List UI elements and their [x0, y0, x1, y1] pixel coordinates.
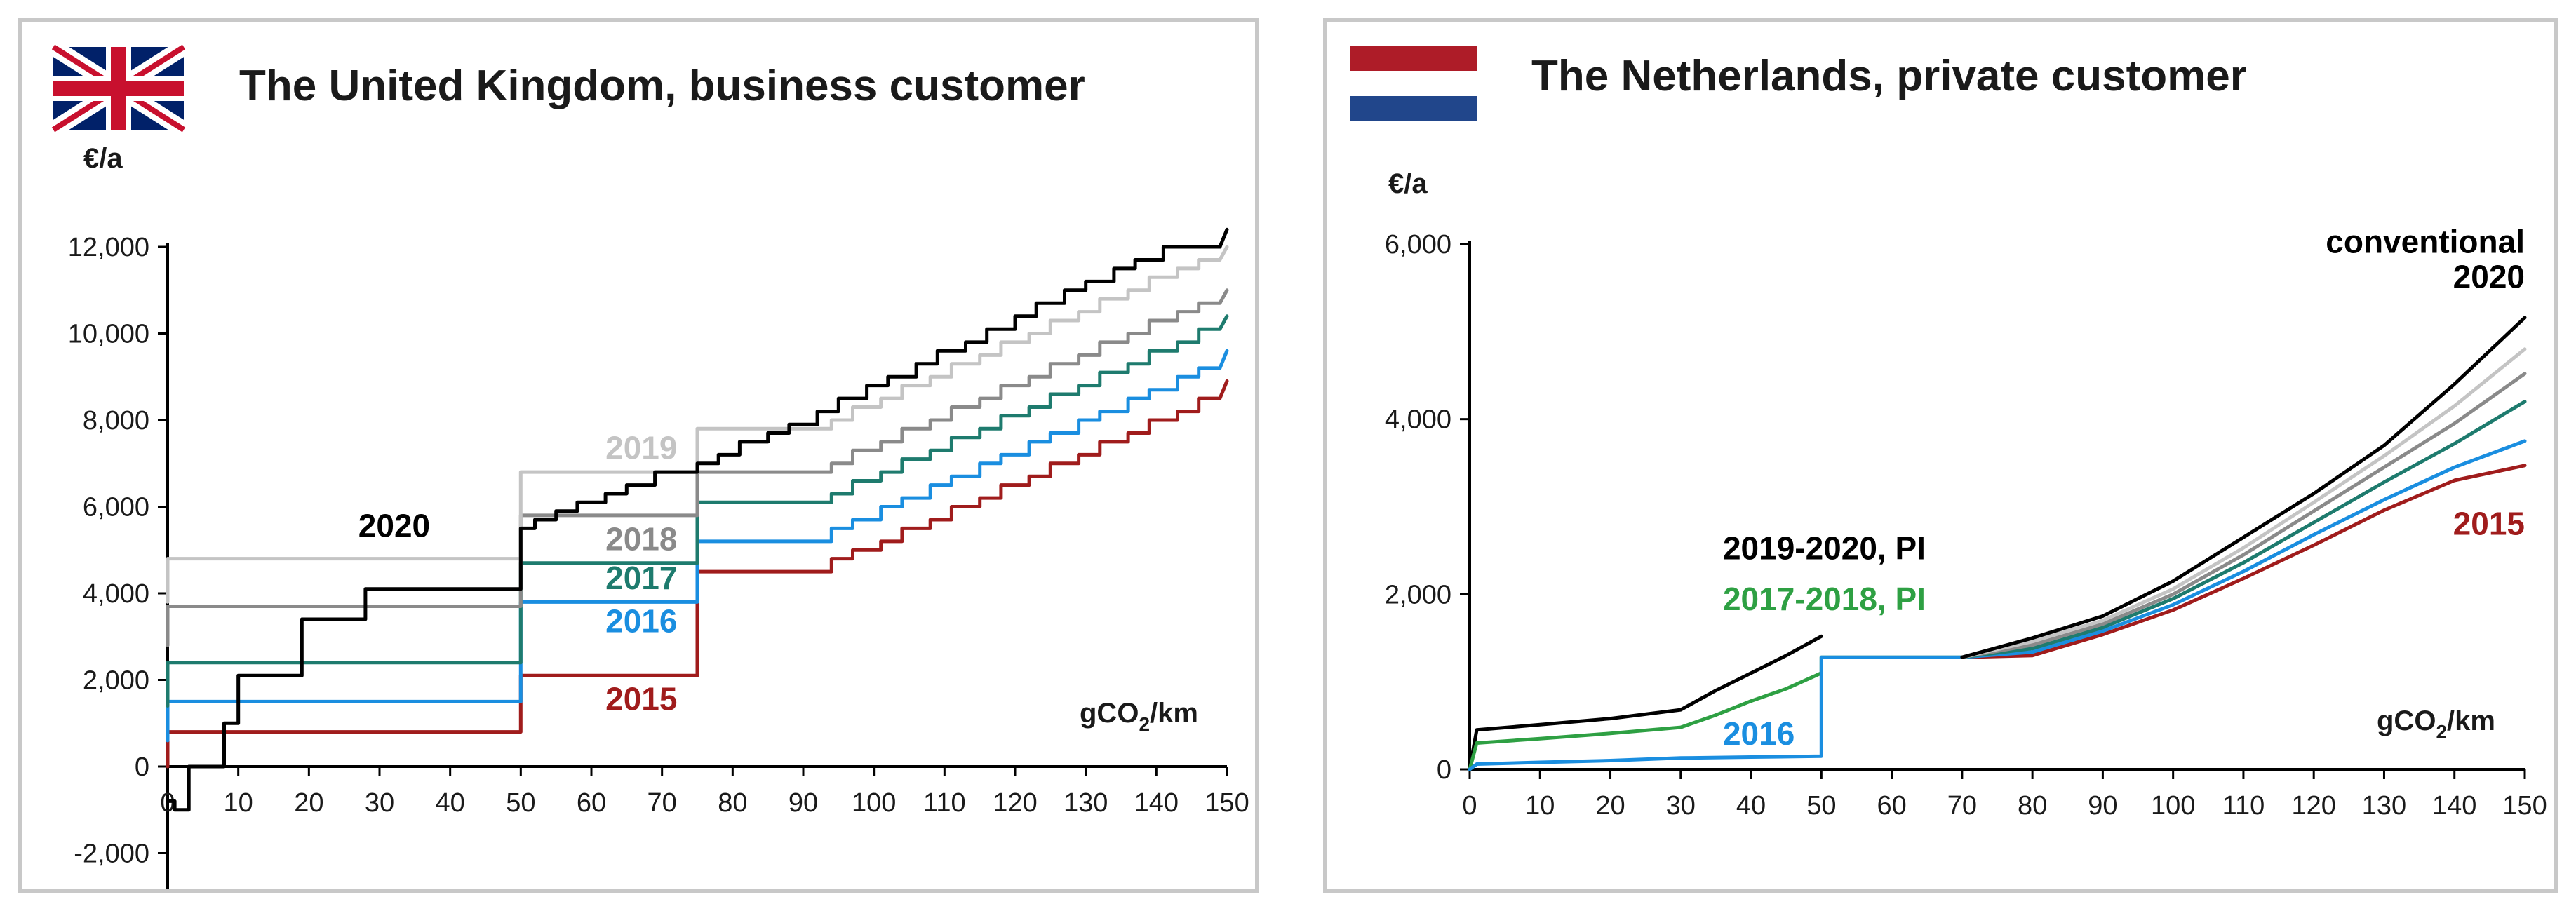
uk-series-line-2019 — [166, 245, 1229, 604]
uk-series-group — [166, 227, 1229, 812]
uk-y-tick-label: 8,000 — [83, 406, 149, 436]
nl-x-tick-label: 60 — [1877, 791, 1906, 821]
nl-y-tick-label: 6,000 — [1385, 230, 1451, 259]
uk-x-tick-label: 60 — [577, 788, 606, 818]
uk-x-tick-label: 10 — [224, 788, 253, 818]
uk-x-tick-label: 20 — [294, 788, 323, 818]
uk-chart-panel: The United Kingdom, business customer €/… — [18, 18, 1259, 893]
nl-chart-svg: The Netherlands, private customer €/a 0 1… — [1350, 46, 2547, 821]
nl-series-line-conventional-2019 — [1960, 347, 2527, 659]
uk-y-tick-label: -2,000 — [74, 839, 149, 869]
uk-series-line-2017 — [166, 314, 1229, 708]
uk-y-tick-label: 6,000 — [83, 493, 149, 522]
uk-series-line-2015 — [166, 379, 1229, 769]
nl-series-line-2017-2018-pi — [1468, 655, 1964, 771]
uk-y-axis-unit: €/a — [83, 143, 123, 174]
nl-series-label: 2015 — [2453, 505, 2525, 541]
uk-y-tick-label: 0 — [135, 753, 149, 782]
uk-y-tick-label: 10,000 — [68, 320, 149, 349]
nl-series-line-2016 — [1468, 655, 1964, 771]
uk-x-axis-unit: gCO2/km — [1080, 698, 1198, 735]
nl-x-tick-label: 70 — [1947, 791, 1977, 821]
nl-x-tick-label: 0 — [1462, 791, 1477, 821]
nl-x-tick-label: 50 — [1806, 791, 1836, 821]
uk-y-tick-label: 12,000 — [68, 233, 149, 262]
uk-series-label: 2015 — [605, 681, 677, 717]
uk-y-tick-label: 4,000 — [83, 579, 149, 609]
nl-series-line-2019-2020-pi — [1468, 634, 1823, 771]
uk-chart-svg: The United Kingdom, business customer €/… — [48, 39, 1249, 889]
nl-series-line-conventional-2016 — [1960, 439, 2527, 659]
uk-series-line-2018 — [166, 288, 1229, 647]
nl-x-tick-label: 90 — [2088, 791, 2117, 821]
nl-series-label: conventional — [2326, 223, 2525, 259]
uk-series-label: 2017 — [605, 560, 677, 596]
nl-series-line-conventional-2017 — [1960, 400, 2527, 659]
nl-x-tick-label: 130 — [2362, 791, 2406, 821]
nl-x-tick-label: 40 — [1736, 791, 1766, 821]
uk-series-line-2020 — [166, 227, 1229, 812]
uk-x-tick-label: 140 — [1134, 788, 1179, 818]
uk-x-tick-label: 70 — [648, 788, 677, 818]
nl-x-tick-label: 120 — [2291, 791, 2335, 821]
uk-series-label: 2019 — [605, 430, 677, 466]
nl-axes: 0 10 20 30 40 50 60 70 80 90 100 110 120 130 140 150 6,0… — [1385, 230, 2547, 821]
uk-series-label: 2018 — [605, 520, 677, 557]
uk-x-tick-label: 0 — [160, 788, 175, 818]
nl-chart-panel: The Netherlands, private customer €/a 0 1… — [1323, 18, 2558, 893]
uk-y-tick-label: 2,000 — [83, 666, 149, 696]
nl-x-axis-unit: gCO2/km — [2377, 706, 2495, 743]
nl-y-axis-unit: €/a — [1388, 168, 1428, 199]
uk-flag-icon — [48, 39, 189, 137]
nl-x-tick-label: 10 — [1525, 791, 1555, 821]
nl-series-label: 2019-2020, PI — [1723, 529, 1926, 566]
nl-x-tick-label: 150 — [2502, 791, 2547, 821]
nl-y-tick-label: 0 — [1437, 755, 1451, 785]
uk-x-tick-label: 100 — [852, 788, 896, 818]
nl-y-tick-label: 4,000 — [1385, 405, 1451, 435]
nl-x-tick-label: 110 — [2222, 791, 2265, 821]
uk-x-tick-label: 80 — [718, 788, 747, 818]
uk-x-tick-label: 110 — [923, 788, 966, 818]
nl-y-tick-label: 2,000 — [1385, 580, 1451, 609]
nl-chart-title: The Netherlands, private customer — [1531, 52, 2247, 100]
uk-x-tick-label: 120 — [993, 788, 1037, 818]
uk-series-label: 2016 — [605, 603, 677, 640]
nl-x-tick-label: 30 — [1666, 791, 1696, 821]
uk-x-tick-label: 40 — [436, 788, 465, 818]
nl-x-tick-label: 140 — [2432, 791, 2476, 821]
nl-x-tick-label: 80 — [2018, 791, 2047, 821]
nl-series-group — [1468, 316, 2527, 771]
nl-series-line-conventional-2020 — [1960, 316, 2527, 659]
nl-x-tick-label: 20 — [1595, 791, 1625, 821]
uk-x-tick-label: 30 — [365, 788, 394, 818]
uk-chart-title: The United Kingdom, business customer — [239, 62, 1085, 110]
nl-series-label: 2016 — [1723, 715, 1795, 752]
nl-series-label: 2017-2018, PI — [1723, 581, 1926, 617]
uk-x-tick-label: 90 — [789, 788, 818, 818]
nl-flag-icon — [1350, 46, 1477, 121]
nl-series-line-conventional-2018 — [1960, 372, 2527, 659]
uk-series-label: 2020 — [358, 508, 430, 544]
nl-series-label: 2020 — [2453, 258, 2525, 295]
uk-x-tick-label: 150 — [1205, 788, 1249, 818]
nl-series-line-2015 — [1960, 464, 2527, 659]
uk-x-tick-label: 130 — [1064, 788, 1108, 818]
uk-x-tick-label: 50 — [506, 788, 535, 818]
nl-x-tick-label: 100 — [2151, 791, 2195, 821]
uk-series-line-2016 — [166, 349, 1229, 743]
